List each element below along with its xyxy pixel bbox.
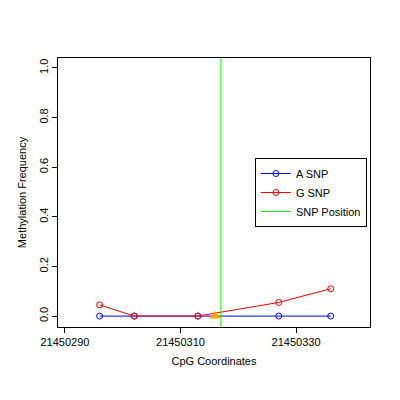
svg-text:21450290: 21450290 <box>40 336 89 348</box>
svg-text:0.0: 0.0 <box>38 307 50 322</box>
svg-text:21450310: 21450310 <box>156 336 205 348</box>
svg-text:0.2: 0.2 <box>38 257 50 272</box>
svg-text:0.6: 0.6 <box>38 158 50 173</box>
svg-text:CpG Coordinates: CpG Coordinates <box>172 355 257 367</box>
svg-text:G SNP: G SNP <box>296 187 330 199</box>
svg-text:0.4: 0.4 <box>38 208 50 223</box>
svg-text:Methylation Frequency: Methylation Frequency <box>16 136 28 248</box>
svg-text:A SNP: A SNP <box>296 168 328 180</box>
svg-text:SNP Position: SNP Position <box>296 206 361 218</box>
svg-text:1.0: 1.0 <box>38 59 50 74</box>
svg-text:0.8: 0.8 <box>38 108 50 123</box>
svg-text:21450330: 21450330 <box>272 336 321 348</box>
